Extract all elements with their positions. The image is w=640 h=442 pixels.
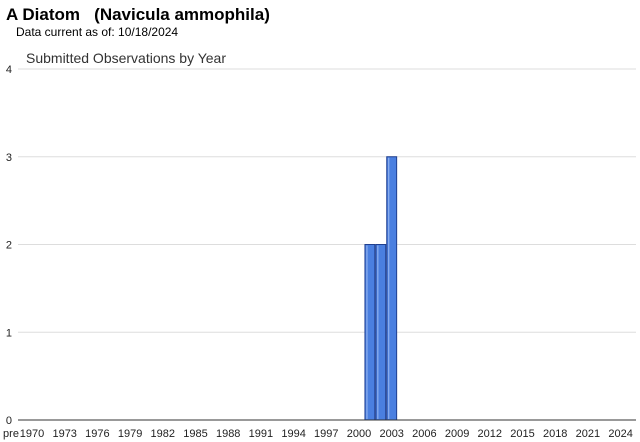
y-tick-label: 3 [6, 152, 12, 164]
y-axis-ticks: 0 1 2 3 4 [6, 64, 12, 427]
x-tick-label: 1988 [216, 428, 240, 440]
x-axis-ticks: pre 1970 1973 1976 1979 1982 1985 1988 1991 1994 1… [3, 428, 633, 440]
x-tick-label: 2006 [412, 428, 436, 440]
y-tick-label: 0 [6, 415, 12, 427]
x-tick-label: 1970 [20, 428, 44, 440]
x-tick-label: 1991 [249, 428, 273, 440]
x-tick-label: 2009 [445, 428, 469, 440]
bar-2003 [386, 156, 398, 421]
y-tick-label: 4 [6, 64, 12, 76]
x-tick-label: 1979 [118, 428, 142, 440]
x-tick-label: 1982 [151, 428, 175, 440]
x-tick-label: 1976 [85, 428, 109, 440]
x-tick-label: pre [3, 428, 19, 440]
x-tick-label: 2012 [478, 428, 502, 440]
x-tick-label: 1997 [314, 428, 338, 440]
gridlines [18, 68, 636, 333]
x-tick-label: 2018 [543, 428, 567, 440]
y-tick-label: 1 [6, 327, 12, 339]
species-title: A Diatom (Navicula ammophila) [6, 5, 270, 24]
x-tick-label: 2000 [347, 428, 371, 440]
data-current-date: Data current as of: 10/18/2024 [16, 25, 179, 39]
x-tick-label: 2015 [510, 428, 534, 440]
bars [364, 156, 398, 421]
bar-2001 [364, 244, 376, 421]
bar-2002 [375, 244, 387, 421]
x-tick-label: 1985 [183, 428, 207, 440]
chart-title: Submitted Observations by Year [26, 50, 227, 66]
x-tick-label: 2003 [379, 428, 403, 440]
x-tick-label: 2021 [576, 428, 600, 440]
y-tick-label: 2 [6, 240, 12, 252]
x-tick-label: 2024 [608, 428, 632, 440]
x-tick-label: 1994 [281, 428, 305, 440]
x-tick-label: 1973 [52, 428, 76, 440]
